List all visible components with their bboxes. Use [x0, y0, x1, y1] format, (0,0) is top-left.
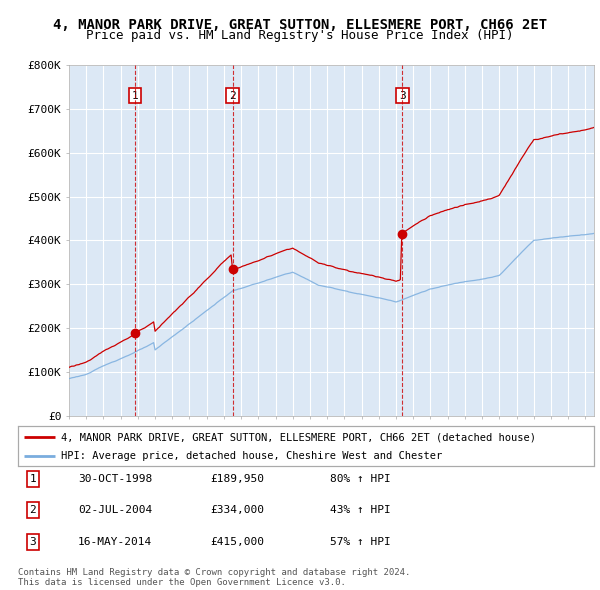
Text: Price paid vs. HM Land Registry's House Price Index (HPI): Price paid vs. HM Land Registry's House …: [86, 29, 514, 42]
Text: 4, MANOR PARK DRIVE, GREAT SUTTON, ELLESMERE PORT, CH66 2ET (detached house): 4, MANOR PARK DRIVE, GREAT SUTTON, ELLES…: [61, 432, 536, 442]
Text: £415,000: £415,000: [210, 537, 264, 546]
Text: 1: 1: [29, 474, 37, 484]
Text: 4, MANOR PARK DRIVE, GREAT SUTTON, ELLESMERE PORT, CH66 2ET: 4, MANOR PARK DRIVE, GREAT SUTTON, ELLES…: [53, 18, 547, 32]
Text: Contains HM Land Registry data © Crown copyright and database right 2024.: Contains HM Land Registry data © Crown c…: [18, 568, 410, 577]
Text: 1: 1: [131, 91, 139, 101]
Text: £334,000: £334,000: [210, 506, 264, 515]
Text: 43% ↑ HPI: 43% ↑ HPI: [330, 506, 391, 515]
Text: 3: 3: [399, 91, 406, 101]
Text: 2: 2: [229, 91, 236, 101]
Text: HPI: Average price, detached house, Cheshire West and Chester: HPI: Average price, detached house, Ches…: [61, 451, 442, 461]
Text: This data is licensed under the Open Government Licence v3.0.: This data is licensed under the Open Gov…: [18, 578, 346, 588]
Text: 30-OCT-1998: 30-OCT-1998: [78, 474, 152, 484]
Text: 57% ↑ HPI: 57% ↑ HPI: [330, 537, 391, 546]
Text: 80% ↑ HPI: 80% ↑ HPI: [330, 474, 391, 484]
Text: 02-JUL-2004: 02-JUL-2004: [78, 506, 152, 515]
Text: 2: 2: [29, 506, 37, 515]
Text: 16-MAY-2014: 16-MAY-2014: [78, 537, 152, 546]
Text: £189,950: £189,950: [210, 474, 264, 484]
Text: 3: 3: [29, 537, 37, 546]
